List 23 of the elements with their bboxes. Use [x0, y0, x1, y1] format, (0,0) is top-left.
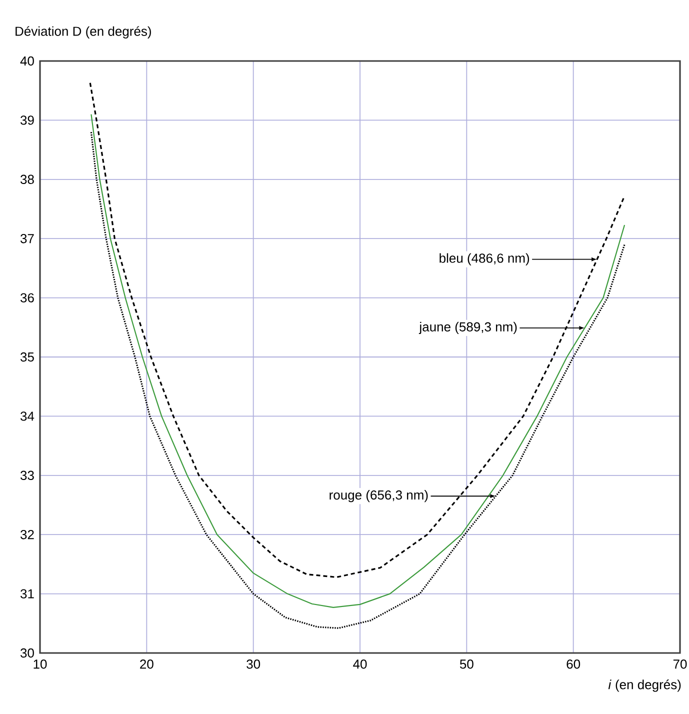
- y-tick-label: 37: [20, 234, 34, 244]
- annotation: jaune (589,3 nm): [418, 322, 517, 334]
- x-tick-label: 50: [460, 660, 474, 669]
- annotation: rouge (656,3 nm): [330, 490, 428, 502]
- y-tick-label: 32: [20, 530, 34, 540]
- x-axis-title: i (en degrés): [608, 680, 681, 692]
- y-tick-label: 36: [20, 293, 34, 302]
- x-tick-label: 20: [140, 660, 154, 669]
- x-tick-label: 70: [673, 660, 687, 669]
- y-tick-label: 30: [20, 648, 34, 658]
- y-tick-label: 35: [20, 352, 34, 362]
- y-tick-label: 40: [20, 56, 34, 66]
- y-tick-label: 33: [20, 470, 34, 480]
- y-axis-title: Déviation D (en degrés): [16, 26, 151, 38]
- x-tick-label: 60: [566, 660, 580, 669]
- y-tick-label: 31: [20, 589, 34, 598]
- y-tick-label: 39: [20, 116, 34, 125]
- x-tick-label: 10: [34, 660, 47, 669]
- x-tick-label: 30: [246, 660, 260, 669]
- x-tick-label: 40: [353, 660, 367, 669]
- annotation: bleu (486,6 nm): [440, 253, 530, 266]
- y-tick-label: 34: [20, 412, 34, 421]
- y-tick-label: 38: [20, 174, 34, 184]
